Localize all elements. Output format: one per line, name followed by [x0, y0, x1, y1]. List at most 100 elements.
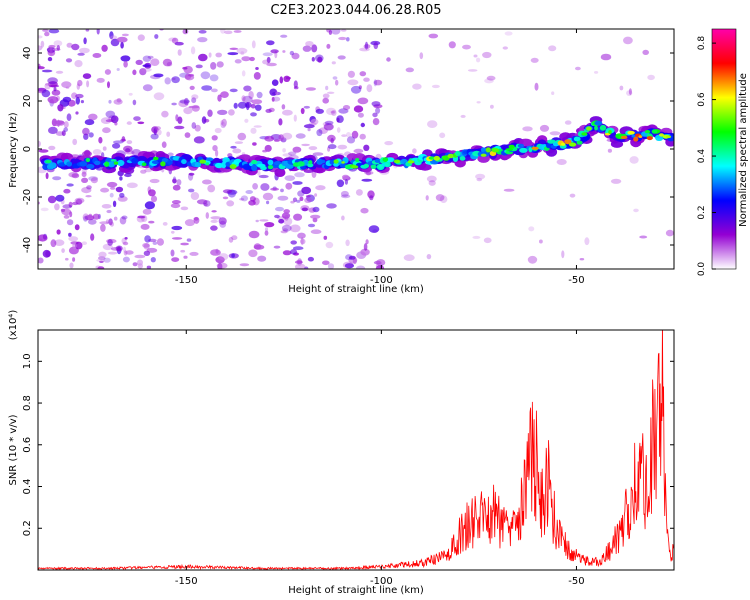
heatmap-cell	[148, 220, 155, 224]
heatmap-cell	[318, 159, 326, 164]
heatmap-cell	[106, 209, 112, 214]
heatmap-cell	[254, 104, 262, 111]
heatmap-cell	[150, 58, 160, 66]
heatmap-cell	[241, 70, 246, 77]
heatmap-cell	[108, 218, 113, 226]
heatmap-cell	[292, 181, 303, 185]
heatmap-cell	[69, 262, 74, 269]
heatmap-cell	[284, 175, 296, 182]
heatmap-cell	[303, 105, 310, 109]
heatmap-cell	[75, 96, 81, 105]
heatmap-cell	[38, 45, 43, 51]
heatmap-cell	[293, 86, 299, 90]
heatmap-cell	[137, 34, 145, 41]
heatmap-cell	[278, 118, 283, 126]
heatmap-cell	[439, 195, 448, 203]
heatmap-cell	[66, 219, 74, 226]
heatmap-cell	[146, 265, 152, 269]
heatmap-cell	[282, 228, 289, 232]
heatmap-cell	[48, 44, 56, 49]
heatmap-cell	[53, 40, 63, 47]
heatmap-cell	[307, 128, 311, 132]
heatmap-cell	[190, 192, 200, 200]
heatmap-cell	[80, 100, 84, 104]
heatmap-cell	[281, 224, 292, 232]
heatmap-cell	[113, 161, 119, 165]
heatmap-cell	[177, 49, 182, 56]
heatmap-cell	[236, 47, 248, 55]
heatmap-cell	[123, 145, 133, 153]
heatmap-cell	[38, 234, 48, 242]
heatmap-cell	[147, 55, 154, 59]
heatmap-cell	[428, 180, 436, 186]
heatmap-cell	[282, 50, 286, 53]
heatmap-cell	[217, 94, 222, 102]
heatmap-cell	[280, 34, 288, 38]
snr-y-axis: 0.2 0.4 0.6 0.8 1.0	[22, 353, 674, 536]
heatmap-cell	[282, 109, 293, 116]
heatmap-cell	[310, 229, 322, 234]
heatmap-cell	[363, 163, 370, 168]
heatmap-cell	[83, 215, 88, 222]
heatmap-cell	[323, 123, 334, 131]
heatmap-cell	[267, 165, 274, 170]
heatmap-cell	[522, 126, 533, 132]
heatmap-cell	[249, 56, 255, 62]
heatmap-cell	[71, 92, 78, 99]
heatmap-cell	[121, 33, 129, 37]
heatmap-cell	[66, 42, 73, 48]
heatmap-cell	[188, 73, 195, 77]
heatmap-cell	[561, 142, 566, 146]
y-tick-label: 0.8	[22, 395, 33, 411]
heatmap-cell	[607, 148, 613, 153]
heatmap-cell	[340, 194, 351, 199]
heatmap-cell	[221, 118, 227, 127]
x-tick-label: -50	[568, 576, 584, 587]
heatmap-cell	[126, 121, 132, 125]
x-tick-label: -150	[175, 576, 198, 587]
heatmap-cell	[502, 46, 508, 50]
heatmap-cell	[282, 132, 293, 140]
heatmap-cell	[639, 235, 648, 239]
snr-frame	[37, 329, 675, 571]
heatmap-cell	[300, 205, 310, 212]
heatmap-cell	[266, 62, 277, 67]
heatmap-cell	[95, 265, 101, 269]
snr-panel: -150 -100 -50 0.2 0.4 0.6 0.8 1.0 Height of st…	[8, 310, 675, 596]
heatmap-cell	[338, 36, 347, 41]
heatmap-cell	[326, 29, 331, 33]
heatmap-cell	[281, 212, 291, 219]
snr-x-axis: -150 -100 -50	[175, 330, 585, 587]
heatmap-cell	[112, 200, 117, 207]
heatmap-cell	[74, 224, 80, 231]
heatmap-cell	[283, 209, 291, 214]
heatmap-cell	[274, 214, 280, 219]
heatmap-cell	[115, 245, 123, 252]
heatmap-cell	[53, 87, 57, 92]
x-tick-label: -150	[175, 275, 198, 286]
heatmap-cell	[271, 96, 275, 102]
heatmap-cell	[357, 97, 369, 105]
heatmap-cell	[315, 54, 324, 62]
heatmap-cell	[195, 64, 203, 69]
heatmap-cell	[561, 250, 565, 259]
heatmap-cell	[284, 164, 294, 169]
heatmap-cell	[72, 138, 78, 146]
heatmap-cell	[209, 74, 219, 82]
heatmap-cell	[505, 148, 514, 151]
heatmap-cell	[181, 159, 187, 165]
heatmap-cell	[623, 36, 633, 45]
heatmap-cell	[135, 59, 143, 65]
heatmap-cell	[344, 179, 348, 185]
heatmap-cell	[153, 92, 165, 101]
spectrogram-y-label: Frequency (Hz)	[8, 112, 19, 188]
heatmap-cell	[262, 192, 274, 201]
heatmap-cell	[638, 135, 643, 139]
heatmap-cell	[361, 178, 373, 182]
heatmap-cell	[315, 108, 324, 114]
heatmap-cell	[337, 144, 348, 150]
heatmap-cell	[455, 150, 461, 156]
heatmap-cell	[40, 40, 45, 48]
heatmap-cell	[633, 136, 639, 142]
heatmap-cell	[42, 29, 49, 32]
